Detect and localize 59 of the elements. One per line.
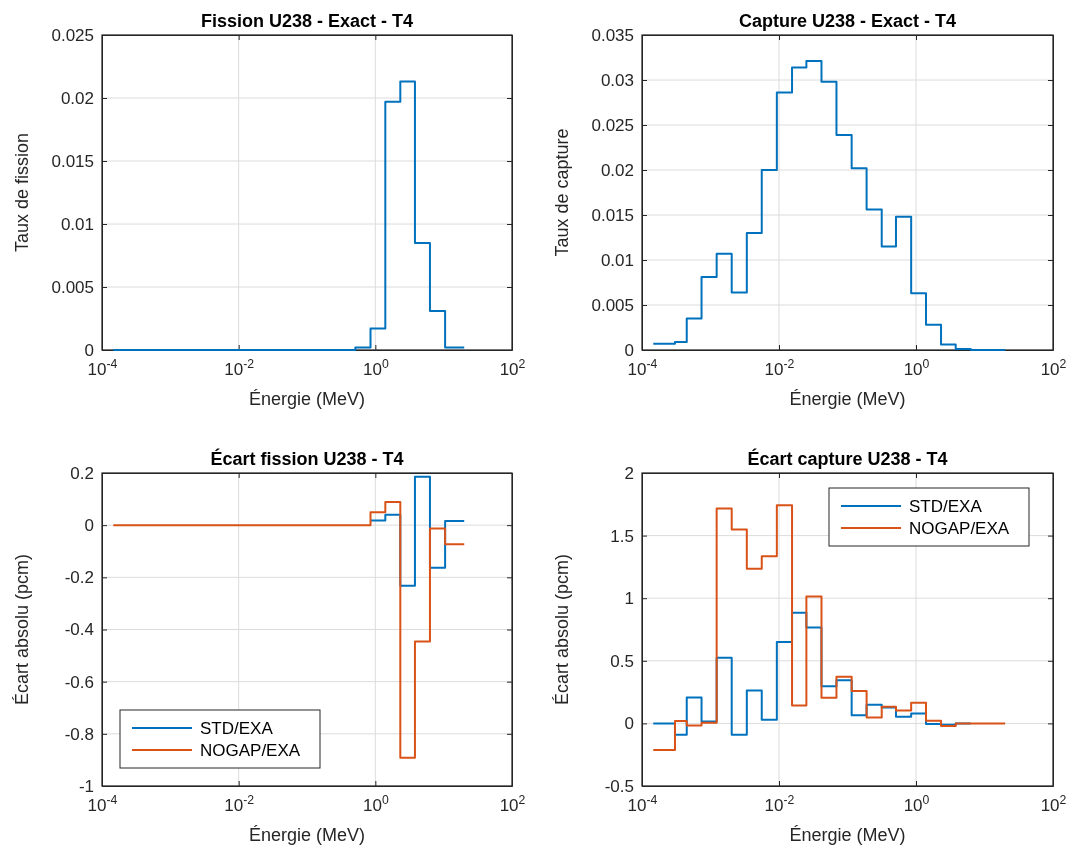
legend-label: STD/EXA [909,497,983,516]
y-tick-label: -1 [78,776,94,796]
x-tick-label: 10$^{-2}$ [764,793,795,815]
y-tick-label: 2 [624,463,634,483]
chart-title: Écart capture U238 - T4 [747,448,948,469]
x-tick-label: 10$^{-4}$ [627,793,658,815]
y-tick-label: 0.015 [591,205,634,225]
y-axis-title: Taux de capture [552,128,572,257]
y-axis-title: Écart absolu (pcm) [552,553,572,706]
x-tick-label: 10$^{-2}$ [224,357,255,379]
legend-label: NOGAP/EXA [200,741,301,760]
x-tick-label: 10$^{2}$ [499,357,526,379]
y-tick-label: 0.02 [600,160,634,180]
y-tick-label: 0.2 [70,463,94,483]
legend-label: NOGAP/EXA [909,519,1010,538]
x-tick-label: 10$^{0}$ [362,793,389,815]
y-tick-label: 1.5 [610,526,634,546]
y-tick-label: 0.5 [610,651,634,671]
y-tick-label: 0.035 [591,25,634,45]
x-tick-label: 10$^{2}$ [499,793,526,815]
x-tick-label: 10$^{2}$ [1040,357,1067,379]
chart-title: Écart fission U238 - T4 [210,448,404,469]
x-tick-label: 10$^{-4}$ [87,357,118,379]
x-axis-title: Énergie (MeV) [789,825,906,845]
y-tick-label: 0.02 [60,88,94,108]
y-tick-label: 0.005 [51,277,94,297]
y-tick-label: -0.8 [64,724,94,744]
x-tick-label: 10$^{0}$ [903,357,930,379]
y-tick-label: -0.4 [64,620,94,640]
x-tick-label: 10$^{-2}$ [764,357,795,379]
y-tick-label: 0.01 [600,250,634,270]
x-axis-title: Énergie (MeV) [248,825,366,845]
x-tick-label: 10$^{-4}$ [87,793,118,815]
x-axis-title: Énergie (MeV) [789,389,906,409]
y-tick-label: 0.01 [60,214,94,234]
y-tick-label: 1 [624,589,634,609]
x-tick-label: 10$^{0}$ [362,357,389,379]
y-tick-label: 0 [624,340,634,360]
y-axis-title: Taux de fission [12,132,32,253]
x-tick-label: 10$^{-4}$ [627,357,658,379]
chart-title: Fission U238 - Exact - T4 [200,11,414,31]
x-tick-label: 10$^{-2}$ [224,793,255,815]
y-tick-label: 0.015 [51,151,94,171]
x-tick-label: 10$^{2}$ [1040,793,1067,815]
y-tick-label: -0.5 [604,776,634,796]
y-tick-label: 0 [84,340,94,360]
x-axis-title: Énergie (MeV) [248,389,366,409]
y-tick-label: 0.025 [51,25,94,45]
y-axis-title: Écart absolu (pcm) [12,553,32,706]
y-tick-label: 0 [84,516,94,536]
y-tick-label: 0.005 [591,295,634,315]
y-tick-label: -0.2 [64,568,94,588]
x-tick-label: 10$^{0}$ [903,793,930,815]
y-tick-label: 0.025 [591,115,634,135]
y-tick-label: -0.6 [64,672,94,692]
chart-title: Capture U238 - Exact - T4 [738,11,957,31]
y-tick-label: 0.03 [600,70,634,90]
legend-label: STD/EXA [200,719,274,738]
y-tick-label: 0 [624,714,634,734]
